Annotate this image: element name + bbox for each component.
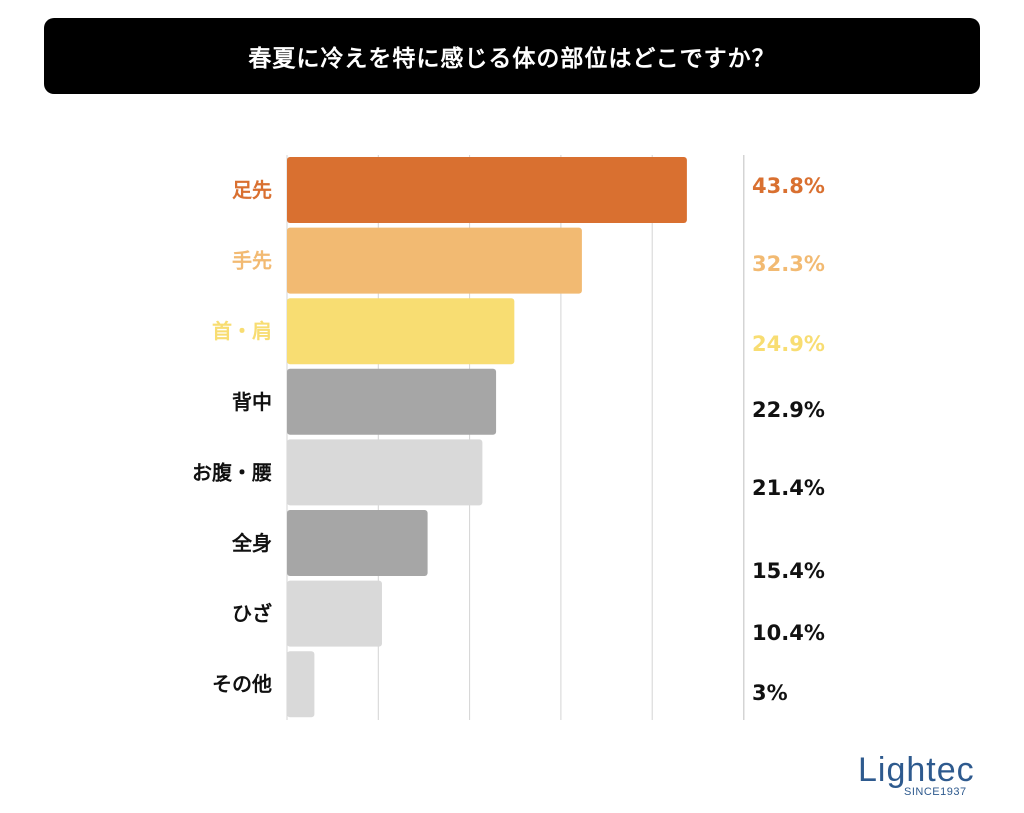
value-label-5: 21.4% xyxy=(752,476,825,500)
logo-tagline: SINCE1937 xyxy=(904,786,967,798)
lightec-logo: Lightec SINCE1937 xyxy=(858,752,978,804)
category-label-4: 背中 xyxy=(232,390,272,414)
title-banner: 春夏に冷えを特に感じる体の部位はどこですか？ xyxy=(44,18,980,94)
category-label-6: 全身 xyxy=(231,531,272,555)
logo-wordmark: Lightec xyxy=(858,751,975,789)
bar-1 xyxy=(287,157,687,223)
chart-title: 春夏に冷えを特に感じる体の部位はどこですか？ xyxy=(248,46,776,72)
value-label-3: 24.9% xyxy=(752,332,825,356)
bars xyxy=(287,157,687,718)
category-label-3: 首・肩 xyxy=(212,319,272,343)
bar-3 xyxy=(287,298,515,365)
value-label-2: 32.3% xyxy=(752,252,825,276)
bar-8 xyxy=(287,651,315,718)
value-label-1: 43.8% xyxy=(752,174,825,198)
value-label-7: 10.4% xyxy=(752,621,825,645)
bar-7 xyxy=(287,580,382,647)
category-label-2: 手先 xyxy=(232,249,272,273)
category-label-7: ひざ xyxy=(232,602,272,626)
category-label-5: お腹・腰 xyxy=(192,460,272,484)
bar-6 xyxy=(287,510,428,576)
value-label-8: 3% xyxy=(752,681,788,705)
bar-4 xyxy=(287,368,497,435)
category-label-1: 足先 xyxy=(232,178,272,202)
bar-2 xyxy=(287,227,582,294)
value-label-4: 22.9% xyxy=(752,398,825,422)
bar-5 xyxy=(287,439,483,506)
value-label-6: 15.4% xyxy=(752,559,825,583)
category-label-8: その他 xyxy=(212,672,272,696)
value-labels: 43.8% 32.3% 24.9% 22.9% 21.4% 15.4% 10.4% 3% xyxy=(752,174,825,705)
